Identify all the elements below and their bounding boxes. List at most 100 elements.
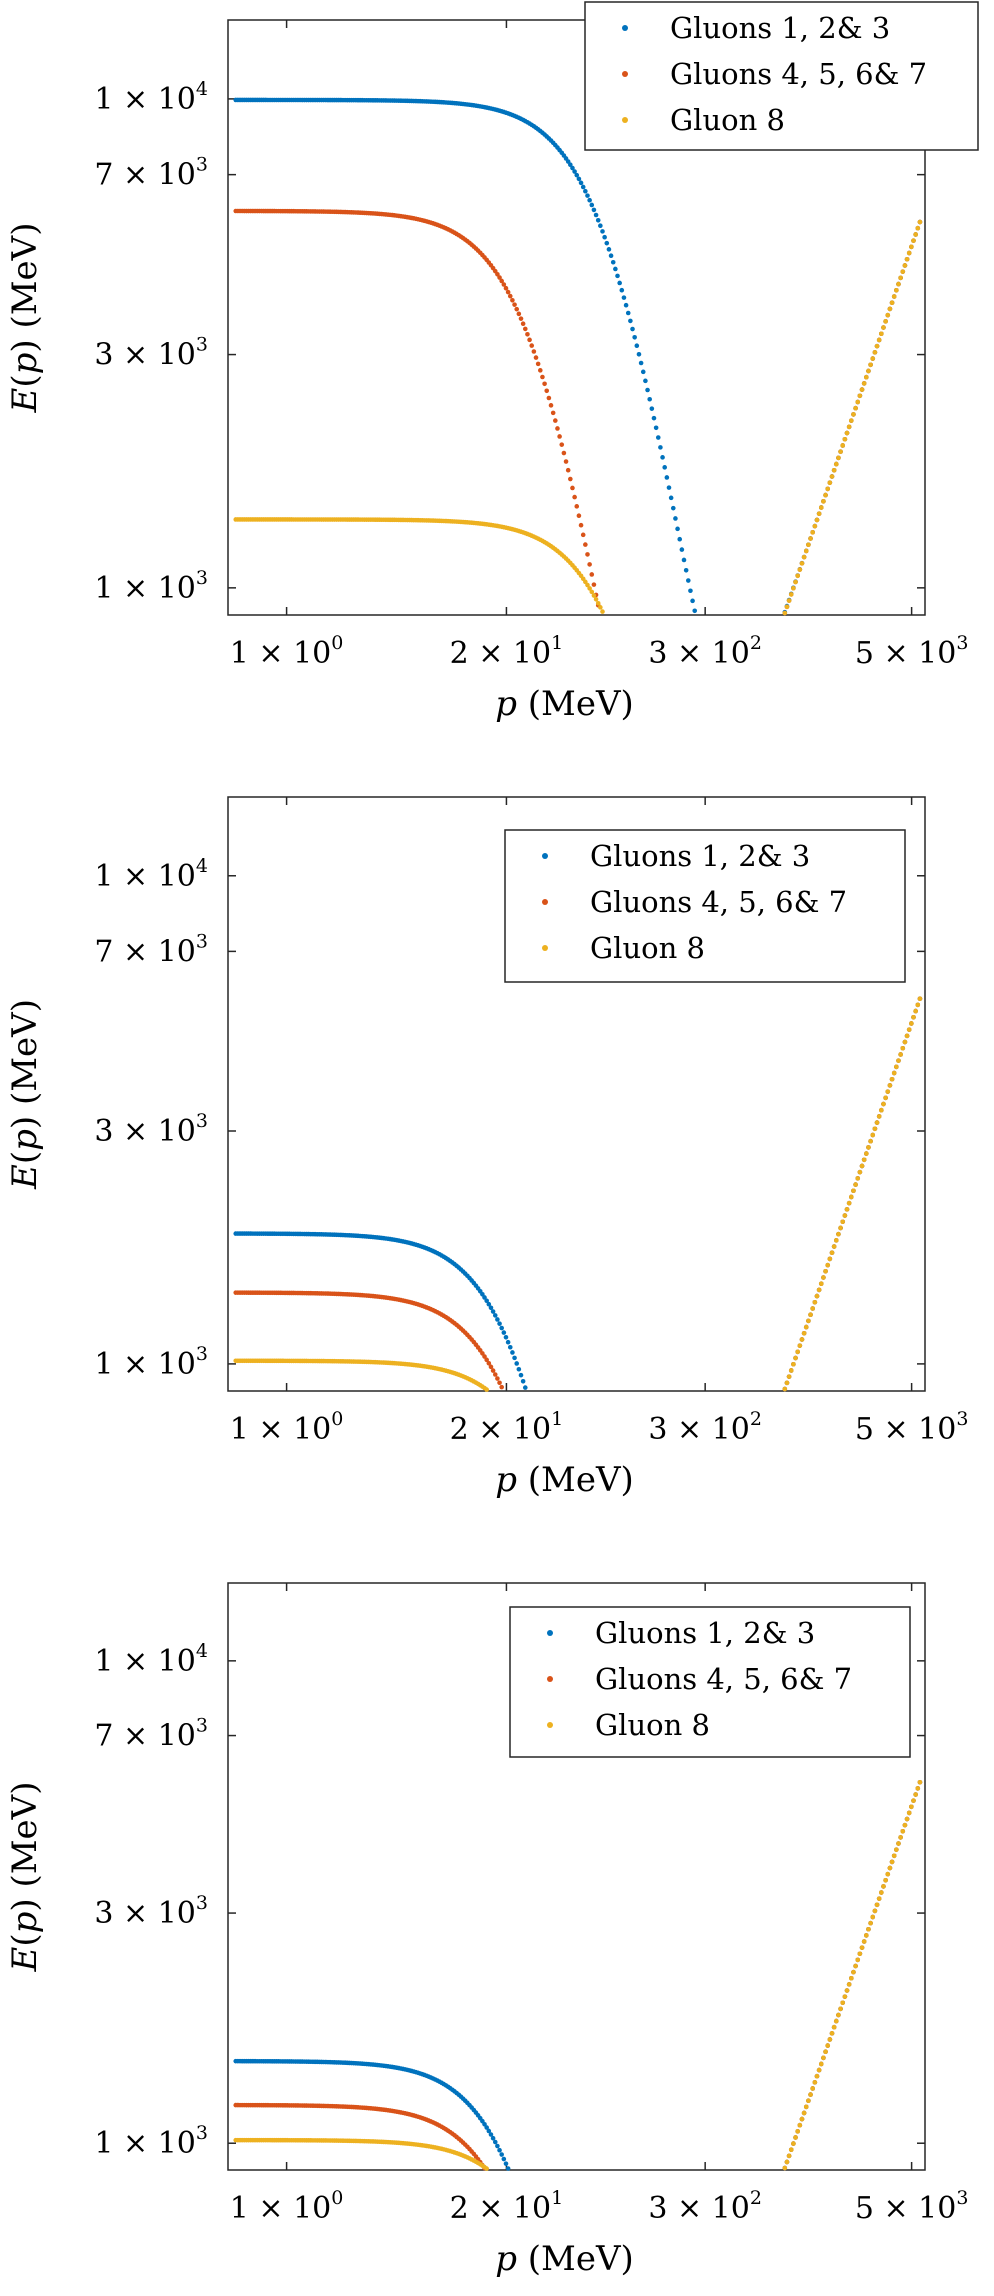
data-point bbox=[793, 2135, 798, 2140]
x-tick-label: 2 × 101 bbox=[450, 632, 564, 671]
data-point bbox=[784, 604, 790, 610]
data-point bbox=[482, 1295, 487, 1300]
data-point bbox=[791, 2141, 796, 2146]
data-point bbox=[917, 996, 923, 1001]
data-point bbox=[497, 2147, 502, 2153]
data-point bbox=[855, 1957, 861, 1963]
data-point bbox=[585, 552, 590, 557]
data-point bbox=[876, 1896, 882, 1901]
data-point bbox=[501, 2156, 507, 2162]
y-axis-label: E(p) (MeV) bbox=[5, 1782, 45, 1973]
data-point bbox=[688, 588, 693, 594]
data-point bbox=[816, 511, 822, 517]
data-point bbox=[814, 2073, 820, 2079]
data-point bbox=[585, 582, 590, 588]
data-point bbox=[866, 368, 871, 374]
data-point bbox=[861, 1157, 867, 1163]
data-point bbox=[497, 275, 502, 280]
data-point bbox=[823, 492, 828, 498]
data-point bbox=[795, 2129, 800, 2134]
data-point bbox=[497, 1321, 502, 1326]
data-point bbox=[587, 586, 592, 591]
y-tick-label: 3 × 103 bbox=[94, 1892, 208, 1931]
data-point bbox=[821, 499, 826, 504]
data-point bbox=[589, 572, 595, 577]
data-point bbox=[531, 349, 537, 354]
legend-label: Gluons 1, 2& 3 bbox=[590, 839, 810, 873]
data-point bbox=[482, 1354, 487, 1359]
data-point bbox=[810, 2086, 815, 2091]
data-point bbox=[799, 2116, 805, 2122]
x-axis-label: p (MeV) bbox=[495, 684, 634, 724]
data-point bbox=[690, 598, 695, 604]
y-tick-label: 7 × 103 bbox=[94, 930, 208, 969]
data-point bbox=[868, 362, 873, 368]
data-point bbox=[572, 494, 577, 500]
data-point bbox=[883, 1877, 888, 1883]
data-point bbox=[833, 461, 839, 467]
data-point bbox=[561, 450, 567, 456]
data-point bbox=[568, 476, 573, 482]
data-point bbox=[602, 234, 607, 240]
legend-label: Gluons 1, 2& 3 bbox=[595, 1616, 815, 1650]
data-point bbox=[891, 1853, 897, 1859]
data-point bbox=[784, 1380, 790, 1386]
x-tick-label: 2 × 101 bbox=[450, 1408, 564, 1447]
data-point bbox=[840, 1219, 846, 1225]
x-tick-label: 5 × 103 bbox=[855, 632, 969, 671]
data-point bbox=[857, 393, 863, 399]
data-point bbox=[797, 2122, 803, 2128]
data-point bbox=[640, 369, 646, 375]
data-point bbox=[814, 517, 820, 523]
legend-marker bbox=[547, 1722, 553, 1728]
data-point bbox=[842, 1213, 848, 1218]
data-point bbox=[795, 1349, 800, 1355]
legend-marker bbox=[547, 1630, 553, 1636]
data-point bbox=[484, 1357, 489, 1363]
data-point bbox=[874, 343, 880, 349]
data-point bbox=[520, 1379, 526, 1384]
data-point bbox=[806, 542, 811, 548]
data-point bbox=[486, 1360, 492, 1366]
data-point bbox=[913, 232, 918, 237]
data-point bbox=[497, 1380, 502, 1386]
data-point bbox=[891, 1070, 897, 1076]
data-point bbox=[894, 288, 899, 293]
data-point bbox=[507, 293, 513, 299]
legend-marker bbox=[622, 117, 628, 123]
data-point bbox=[632, 334, 637, 340]
data-point bbox=[879, 331, 884, 337]
data-point bbox=[803, 548, 809, 554]
legend-label: Gluons 1, 2& 3 bbox=[670, 11, 890, 45]
data-point bbox=[600, 609, 605, 614]
data-point bbox=[512, 1355, 517, 1361]
x-tick-label: 1 × 100 bbox=[230, 2187, 344, 2226]
data-point bbox=[909, 1804, 914, 1810]
data-point bbox=[488, 1305, 494, 1311]
data-point bbox=[853, 1182, 858, 1187]
data-point bbox=[617, 280, 622, 286]
data-point bbox=[492, 1372, 498, 1377]
data-point bbox=[490, 2135, 496, 2141]
data-point bbox=[679, 547, 685, 552]
data-point bbox=[499, 1325, 504, 1331]
data-point bbox=[495, 1317, 500, 1322]
data-point bbox=[492, 2139, 498, 2145]
data-point bbox=[911, 1798, 916, 1803]
data-point bbox=[818, 1281, 824, 1287]
data-point bbox=[503, 2161, 509, 2166]
data-point bbox=[808, 536, 813, 541]
data-point bbox=[898, 275, 903, 281]
data-point bbox=[864, 374, 869, 380]
data-point bbox=[881, 1101, 886, 1107]
data-point bbox=[625, 310, 631, 316]
data-point bbox=[630, 326, 635, 332]
data-point bbox=[876, 1114, 882, 1119]
y-tick-label: 1 × 103 bbox=[94, 567, 208, 606]
data-point bbox=[857, 1169, 863, 1175]
data-point bbox=[791, 1361, 796, 1367]
data-point bbox=[872, 1908, 878, 1914]
data-point bbox=[909, 1021, 914, 1026]
data-point bbox=[660, 455, 665, 460]
